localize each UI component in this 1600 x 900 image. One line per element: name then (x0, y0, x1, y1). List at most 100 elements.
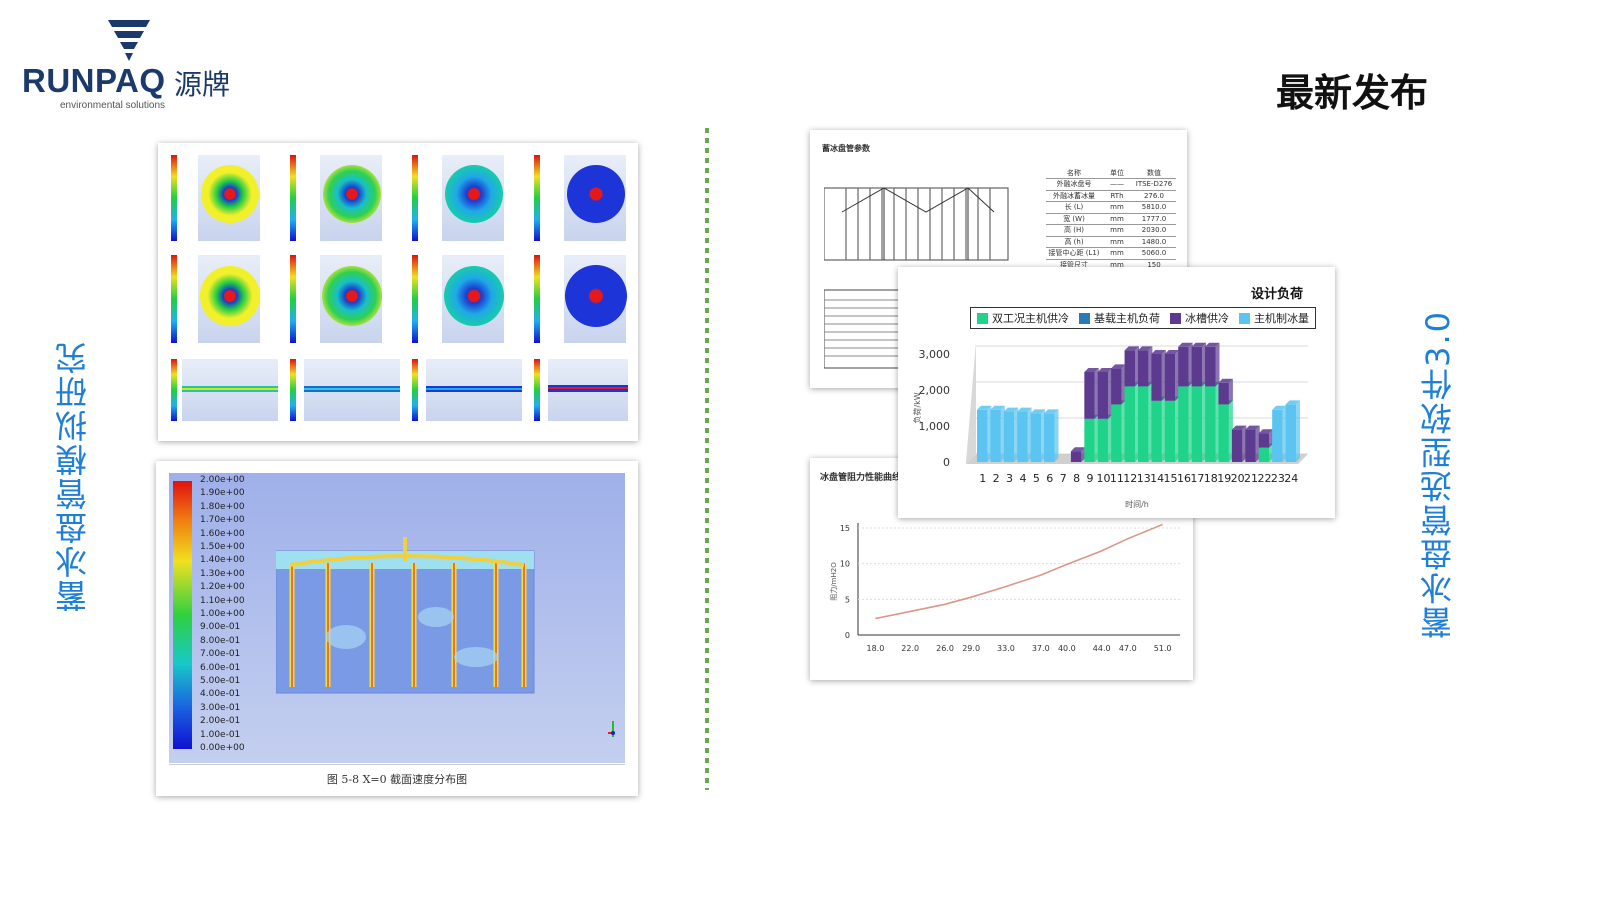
colorbar-label: 8.00e-01 (200, 635, 241, 646)
x-tick-label: 7 (1060, 472, 1067, 485)
y-tick-label: 15 (840, 524, 850, 533)
bar-top (1017, 407, 1032, 412)
params-cell: 2030.0 (1141, 226, 1167, 235)
colorbar-label: 1.10e+00 (200, 595, 245, 606)
params-cell: 276.0 (1143, 191, 1165, 200)
x-tick-label: 22 (1257, 472, 1271, 485)
x-tick-label: 16 (1177, 472, 1191, 485)
colorbar-label: 1.30e+00 (200, 568, 245, 579)
params-cell: 5060.0 (1141, 249, 1167, 258)
colorbar-label: 1.40e+00 (200, 555, 245, 566)
bar (1097, 418, 1109, 462)
bar-top (1272, 405, 1287, 410)
params-cell: 长 (L) (1064, 203, 1084, 212)
load-title: 设计负荷 (1250, 287, 1303, 302)
x-tick-label: 10 (1096, 472, 1110, 485)
x-tick-label: 12 (1123, 472, 1137, 485)
bar (1138, 386, 1149, 462)
x-tick-label: 23 (1271, 472, 1285, 485)
bar (1191, 386, 1203, 462)
colorbar-labels: 2.00e+00 1.90e+00 1.80e+00 1.70e+00 1.60e+00… (200, 475, 260, 765)
x-tick-label: 29.0 (962, 644, 980, 653)
colorbar-label: 2.00e+00 (200, 475, 245, 485)
x-tick-label: 33.0 (997, 644, 1015, 653)
x-tick-label: 11 (1110, 472, 1124, 485)
load-legend: 双工况主机供冷 基载主机负荷 冰槽供冷 主机制冰量 (970, 307, 1316, 329)
design-load-card: 设计负荷 双工况主机供冷 基载主机负荷 冰槽供冷 主机制冰量 0 1,000 2,000 3… (898, 267, 1335, 518)
bar (1218, 404, 1229, 462)
colorbar-label: 0.00e+00 (200, 743, 245, 753)
bar (1164, 354, 1176, 401)
bar (1191, 346, 1203, 387)
params-cell: 150 (1147, 260, 1161, 269)
colorbar-label: 5.00e-01 (200, 676, 241, 686)
bar (977, 409, 988, 462)
bar-top (1084, 368, 1099, 372)
x-tick-label: 9 (1087, 472, 1094, 485)
colorbar-label: 1.00e-01 (200, 729, 241, 740)
page-title: 最新发布 (1276, 71, 1429, 115)
tank-velocity-field (276, 537, 535, 694)
bar-top (1164, 350, 1180, 354)
legend-label: 基载主机负荷 (1094, 312, 1160, 325)
bar (1205, 386, 1216, 462)
params-cell: RTh (1110, 191, 1124, 200)
x-tick-label: 4 (1019, 472, 1026, 485)
bar-top (1218, 378, 1233, 383)
x-tick-label: 24 (1284, 472, 1298, 485)
bar-top (1205, 342, 1220, 347)
params-title: 蓄冰盘管参数 (822, 144, 870, 153)
logo-brand: RUNPAQ (22, 62, 166, 99)
x-tick-label: 20 (1231, 472, 1245, 485)
y-tick-label: 10 (840, 560, 850, 569)
params-cell: 接管尺寸 (1060, 260, 1088, 269)
simulation-grid-image (171, 155, 628, 421)
params-header-unit: 单位 (1110, 169, 1124, 177)
legend-label: 双工况主机供冷 (992, 312, 1069, 325)
colorbar-label: 7.00e-01 (200, 649, 241, 660)
bar-top (1124, 346, 1139, 351)
bar-side (1228, 378, 1233, 405)
bar (1003, 411, 1015, 462)
legend-swatch (1079, 312, 1090, 324)
logo-sub: environmental solutions (60, 100, 166, 111)
bar-top (1258, 429, 1274, 434)
params-cell: mm (1110, 226, 1124, 235)
x-tick-label: 19 (1217, 472, 1231, 485)
params-row: 外融冰蓄冰量 RTh 276.0 (1046, 191, 1176, 202)
y-tick-label: 2,000 (919, 384, 951, 397)
x-tick-label: 37.0 (1032, 644, 1050, 653)
x-tick-label: 1 (979, 472, 986, 485)
x-tick-label: 51.0 (1154, 644, 1172, 653)
params-row: 宽 (W) mm 1777.0 (1046, 214, 1176, 225)
bar-top (990, 405, 1005, 410)
colorbar-label: 1.90e+00 (200, 488, 245, 499)
y-axis-label: 阻力/mH2O (829, 562, 838, 601)
params-header-value: 数值 (1147, 169, 1161, 177)
bar (1245, 429, 1256, 462)
legend-item: 冰槽供冷 (1170, 310, 1229, 326)
colorbar-label: 4.00e-01 (200, 689, 241, 700)
x-tick-label: 15 (1164, 472, 1178, 485)
bar-side (1188, 382, 1193, 462)
legend-label: 主机制冰量 (1254, 312, 1309, 325)
bar-side (1027, 407, 1032, 462)
legend-swatch (977, 312, 988, 324)
bar-side (1054, 409, 1059, 462)
x-tick-label: 14 (1150, 472, 1164, 485)
bar-top (1044, 409, 1059, 414)
dotted-divider (705, 128, 709, 790)
bar-top (977, 405, 992, 410)
bar (1272, 409, 1283, 462)
bar (1258, 447, 1270, 462)
params-cell: 5810.0 (1141, 203, 1167, 212)
bar (1178, 386, 1189, 462)
params-cell: —— (1110, 180, 1124, 189)
bar (1030, 413, 1042, 462)
colorbar-label: 6.00e-01 (200, 662, 241, 673)
params-cell: 外融冰蓄冰量 (1053, 191, 1095, 200)
colorbar-label: 1.50e+00 (200, 542, 245, 552)
x-tick-label: 8 (1073, 472, 1080, 485)
y-tick-label: 0 (845, 631, 850, 640)
